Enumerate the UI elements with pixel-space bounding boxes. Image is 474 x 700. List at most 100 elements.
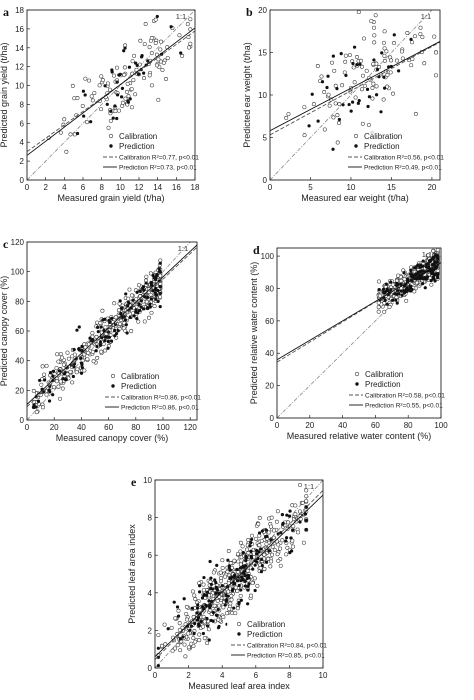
point-calibration: [113, 109, 118, 114]
point-prediction: [123, 318, 128, 322]
point-prediction: [425, 275, 430, 279]
point-prediction: [192, 631, 196, 636]
point-calibration: [359, 58, 363, 63]
point-prediction: [337, 117, 341, 122]
point-prediction: [126, 304, 130, 308]
point-prediction: [367, 95, 372, 99]
x-axis-label-b: Measured ear weight (t/ha): [301, 193, 409, 203]
legend-label-calibration-fit: Calibration R²=0.77, p<0.01: [119, 155, 199, 162]
point-prediction: [228, 568, 232, 572]
point-calibration: [377, 293, 382, 298]
y-tick-label-e-5: 10: [143, 476, 152, 485]
point-calibration: [284, 552, 289, 557]
point-prediction: [149, 283, 154, 287]
point-calibration: [391, 91, 395, 96]
y-tick-label-d-5: 100: [261, 252, 275, 261]
point-prediction: [289, 536, 293, 540]
point-prediction: [326, 74, 330, 78]
point-prediction: [260, 529, 264, 533]
point-calibration: [173, 616, 178, 621]
point-prediction: [231, 587, 235, 591]
point-prediction: [32, 405, 36, 409]
point-prediction: [158, 269, 162, 273]
point-prediction: [105, 102, 109, 106]
point-prediction: [209, 576, 213, 580]
point-prediction: [200, 596, 205, 600]
point-prediction: [124, 323, 128, 327]
point-calibration: [389, 58, 394, 63]
plot-area-a: [27, 10, 195, 180]
point-prediction: [331, 147, 335, 151]
point-calibration: [418, 32, 423, 37]
point-prediction: [246, 584, 250, 588]
point-calibration: [371, 81, 376, 86]
point-prediction: [288, 509, 292, 513]
point-calibration: [183, 654, 188, 659]
point-prediction: [134, 308, 138, 312]
point-calibration: [326, 92, 331, 97]
point-prediction: [47, 399, 52, 403]
legend-marker-calibration: [108, 133, 114, 139]
point-calibration: [131, 78, 136, 83]
point-calibration: [343, 59, 348, 64]
point-calibration: [68, 369, 73, 374]
point-calibration: [266, 530, 271, 535]
point-prediction: [436, 276, 440, 280]
point-calibration: [40, 364, 45, 369]
point-calibration: [360, 121, 365, 126]
x-tick-label-b-3: 15: [387, 183, 396, 192]
point-calibration: [392, 41, 397, 46]
point-prediction: [220, 584, 224, 588]
point-calibration: [68, 132, 73, 137]
point-calibration: [269, 515, 274, 520]
point-prediction: [72, 365, 76, 369]
point-calibration: [193, 639, 198, 644]
point-calibration: [227, 607, 232, 612]
point-calibration: [382, 29, 387, 34]
panel-letter-b: b: [246, 5, 253, 19]
point-prediction: [372, 58, 376, 62]
point-prediction: [193, 621, 197, 626]
point-calibration: [258, 565, 263, 570]
point-prediction: [51, 393, 55, 397]
x-tick-label-c-3: 60: [104, 423, 113, 432]
legend-label-calibration: Calibration: [247, 620, 285, 629]
point-prediction: [137, 303, 141, 307]
point-prediction: [260, 563, 264, 568]
point-calibration: [185, 22, 190, 27]
point-calibration: [294, 519, 299, 524]
point-calibration: [236, 559, 241, 564]
y-axis-label-b: Predicted ear weight (t/ha): [242, 42, 252, 148]
point-calibration: [250, 580, 255, 585]
point-prediction: [213, 578, 217, 582]
point-calibration: [58, 130, 63, 135]
legend-label-prediction-fit: Prediction R²=0.55, p<0.01: [365, 403, 443, 410]
point-prediction: [237, 600, 241, 605]
point-prediction: [264, 528, 268, 532]
x-tick-label-a-9: 18: [191, 183, 200, 192]
plot-frame-d: [276, 247, 442, 419]
y-tick-label-a-3: 6: [20, 119, 25, 128]
series-a-calibration: [46, 17, 193, 154]
point-prediction: [241, 551, 245, 555]
point-calibration: [44, 363, 49, 368]
plot-area-e: [155, 480, 323, 668]
point-prediction: [139, 299, 144, 303]
point-calibration: [270, 552, 275, 557]
point-calibration: [164, 77, 168, 81]
point-prediction: [119, 311, 123, 316]
point-calibration: [142, 42, 147, 47]
point-prediction: [389, 280, 393, 284]
x-tick-label-b-2: 10: [346, 183, 355, 192]
point-calibration: [322, 90, 327, 95]
y-tick-label-c-2: 40: [15, 357, 24, 366]
y-tick-label-b-0: 0: [263, 176, 268, 185]
series-e-prediction: [156, 505, 308, 668]
point-prediction: [228, 576, 232, 580]
point-calibration: [190, 589, 195, 594]
point-prediction: [243, 574, 248, 578]
point-calibration: [160, 667, 163, 668]
point-calibration: [270, 544, 275, 549]
point-calibration: [246, 538, 251, 542]
point-prediction: [96, 325, 100, 329]
